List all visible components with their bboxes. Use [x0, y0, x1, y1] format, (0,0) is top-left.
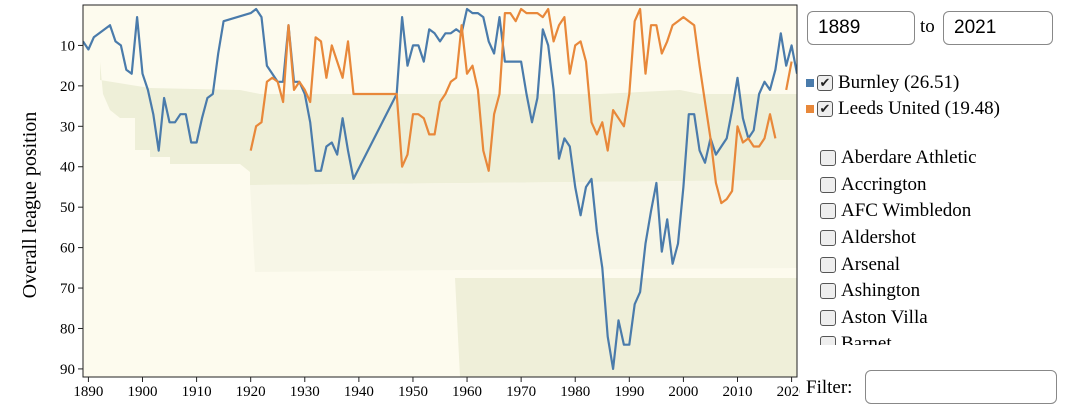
legend-item[interactable]: ✔ Burnley (26.51) [806, 72, 959, 94]
team-name: AFC Wimbledon [841, 200, 972, 222]
team-option[interactable]: Ashington [820, 278, 1060, 305]
team-list: Aberdare Athletic Accrington AFC Wimbledon… [820, 145, 1060, 345]
y-tick-label: 80 [60, 321, 75, 337]
team-name: Aston Villa [841, 306, 928, 328]
checkbox[interactable] [820, 256, 836, 273]
checkbox[interactable] [820, 176, 836, 193]
x-tick-label: 2010 [723, 384, 753, 400]
team-option[interactable]: AFC Wimbledon [820, 198, 1060, 225]
y-axis-label: Overall league position [19, 112, 41, 299]
chart: Overall league position 10 20 30 40 50 60 70 80… [19, 4, 800, 400]
checkbox[interactable] [820, 283, 836, 300]
checkbox[interactable] [820, 150, 836, 167]
plot-frame [82, 4, 798, 378]
checkbox[interactable]: ✔ [817, 75, 833, 91]
y-tick-label: 90 [60, 362, 75, 378]
y-tick-label: 10 [60, 38, 75, 54]
legend-swatch [806, 79, 814, 87]
legend-label: Burnley (26.51) [838, 72, 960, 93]
team-option[interactable]: Barnet [820, 331, 1060, 345]
checkbox[interactable] [820, 203, 836, 220]
y-tick-label: 70 [60, 281, 75, 297]
legend-item[interactable]: ✔ Leeds United (19.48) [806, 98, 1000, 120]
team-name: Accrington [841, 173, 927, 195]
team-option[interactable]: Aldershot [820, 225, 1060, 252]
x-tick-label: 1990 [614, 384, 644, 400]
to-label: to [920, 16, 935, 37]
to-year-input[interactable] [943, 11, 1053, 45]
x-tick-label: 1940 [344, 384, 374, 400]
x-tick-label: 1960 [452, 384, 482, 400]
legend-label: Leeds United (19.48) [838, 98, 1000, 119]
y-tick-label: 50 [60, 200, 75, 216]
y-tick-label: 60 [60, 241, 75, 257]
team-name: Ashington [841, 280, 921, 302]
x-tick-label: 1930 [290, 384, 320, 400]
division-bands [83, 5, 797, 377]
x-tick-label: 1950 [398, 384, 428, 400]
x-tick-label: 2020 [777, 384, 800, 400]
filter-label: Filter: [806, 377, 853, 398]
y-tick-label: 20 [60, 79, 75, 95]
series-line [249, 7, 793, 205]
team-name: Arsenal [841, 253, 901, 275]
x-tick-label: 1910 [182, 384, 212, 400]
y-tick-label: 40 [60, 160, 75, 176]
team-name: Aldershot [841, 227, 916, 249]
checkbox[interactable]: ✔ [817, 101, 833, 117]
team-option[interactable]: Accrington [820, 172, 1060, 199]
team-option[interactable]: Arsenal [820, 251, 1060, 278]
legend-swatch [806, 105, 814, 113]
team-name: Barnet [841, 333, 892, 345]
x-tick-label: 1900 [128, 384, 158, 400]
from-year-input[interactable] [807, 11, 915, 45]
x-tick-label: 1890 [73, 384, 103, 400]
x-tick-label: 2000 [668, 384, 698, 400]
x-tick-label: 1970 [506, 384, 536, 400]
y-tick-label: 30 [60, 119, 75, 135]
x-tick-label: 1920 [236, 384, 266, 400]
checkbox[interactable] [820, 230, 836, 247]
checkbox[interactable] [820, 336, 836, 345]
team-option[interactable]: Aberdare Athletic [820, 145, 1060, 172]
series-line [83, 7, 797, 370]
x-tick-label: 1980 [560, 384, 590, 400]
team-name: Aberdare Athletic [841, 147, 977, 169]
team-option[interactable]: Aston Villa [820, 305, 1060, 332]
filter-input[interactable] [865, 370, 1057, 404]
checkbox[interactable] [820, 309, 836, 326]
